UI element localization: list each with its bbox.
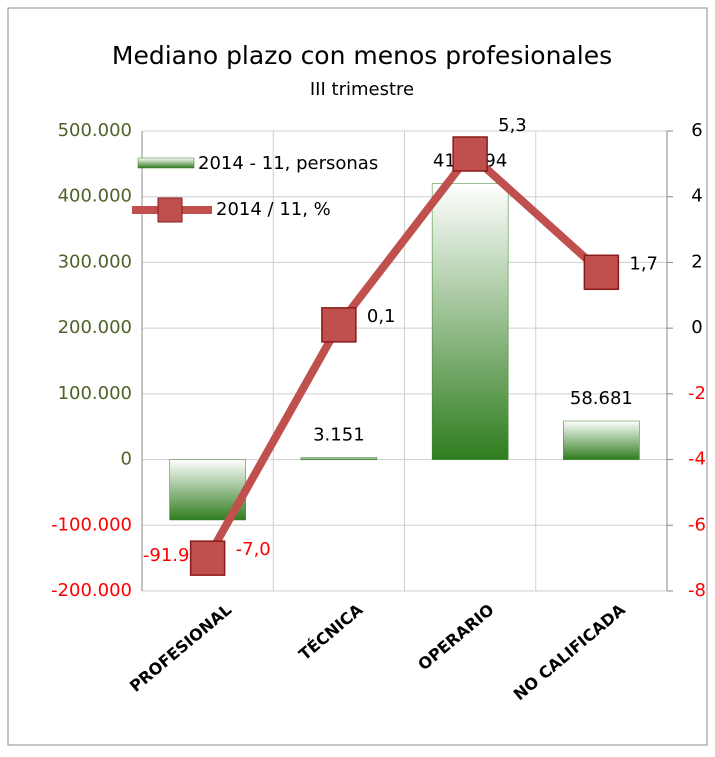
y-tick-label: 500.000: [58, 120, 132, 141]
chart-subtitle: III trimestre: [310, 79, 414, 100]
y2-tick-label: 4: [691, 186, 702, 207]
line-value-label: -7,0: [236, 539, 271, 560]
y-tick-label: 400.000: [58, 186, 132, 207]
line-marker: [452, 136, 488, 172]
y2-tick-label: 2: [691, 251, 702, 272]
bar: [563, 420, 640, 460]
line-marker: [583, 254, 620, 291]
line: [204, 148, 605, 561]
bar: [431, 183, 509, 460]
legend-label: 2014 - 11, personas: [198, 153, 378, 174]
bar-value-label: 3.151: [313, 425, 365, 446]
y-tick-label: 300.000: [58, 251, 132, 272]
y-tick-label: -100.000: [51, 514, 132, 535]
bar: [300, 457, 378, 460]
line-value-label: 0,1: [367, 306, 396, 327]
y2-tick-label: -4: [688, 449, 706, 470]
y-tick-label: 0: [121, 449, 132, 470]
y2-tick-label: -8: [688, 580, 706, 601]
legend-swatch: [157, 197, 183, 223]
line-marker: [189, 540, 226, 576]
y-tick-label: 200.000: [58, 317, 132, 338]
y-tick-label: 100.000: [58, 383, 132, 404]
line-value-label: 5,3: [498, 115, 527, 136]
y2-tick-label: 6: [691, 120, 702, 141]
bar-value-label: 58.681: [570, 388, 633, 409]
chart-title: Mediano plazo con menos profesionales: [112, 41, 612, 70]
line-value-label: 1,7: [629, 253, 658, 274]
legend-swatch: [137, 157, 195, 169]
legend-label: 2014 / 11, %: [216, 199, 331, 220]
y-tick-label: -200.000: [51, 580, 132, 601]
y2-tick-label: 0: [691, 317, 702, 338]
line-marker: [321, 307, 357, 343]
y2-tick-label: -2: [688, 383, 706, 404]
y2-tick-label: -6: [688, 514, 706, 535]
